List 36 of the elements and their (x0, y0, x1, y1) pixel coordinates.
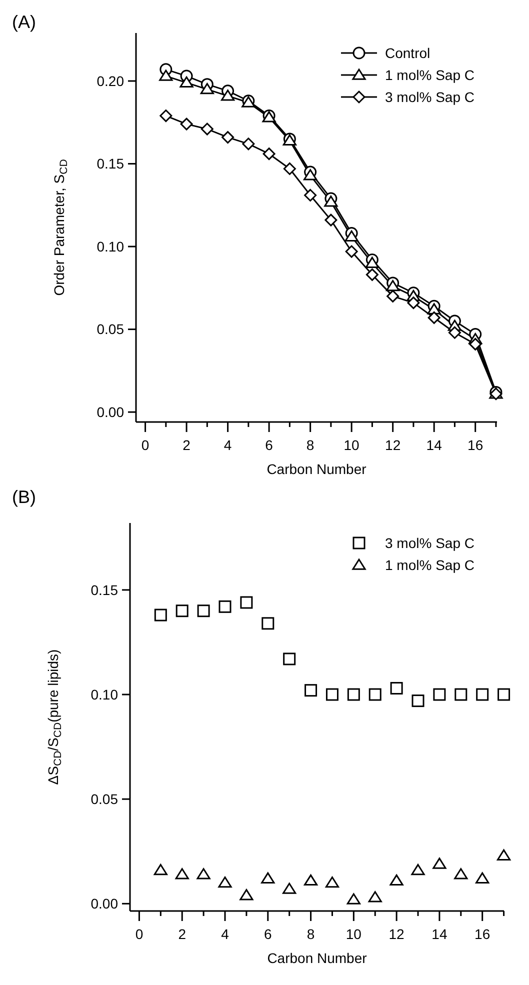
x-tick-label: 6 (264, 926, 272, 942)
x-axis-title: Carbon Number (267, 950, 368, 966)
y-tick-label: 0.10 (90, 686, 118, 702)
y-tick-label: 0.15 (90, 582, 118, 598)
x-tick-label: 12 (388, 926, 405, 942)
legend-label: 3 mol% Sap C (385, 534, 474, 551)
y-tick-label: 0.15 (96, 156, 124, 172)
x-tick-label: 0 (135, 926, 144, 942)
x-tick-label: 2 (182, 437, 191, 453)
y-tick-label: 0.10 (96, 238, 124, 254)
y-tick-label: 0.20 (96, 72, 124, 89)
x-tick-label: 14 (426, 437, 442, 453)
legend-label: 1 mol% Sap C (385, 66, 474, 83)
legend-label: 3 mol% Sap C (385, 88, 474, 105)
x-tick-label: 4 (224, 437, 232, 453)
x-tick-label: 2 (178, 926, 186, 942)
y-tick-label: 0.00 (96, 404, 124, 420)
x-tick-label: 10 (346, 926, 362, 942)
legend-label: 1 mol% Sap C (385, 556, 474, 573)
x-tick-label: 12 (385, 437, 401, 453)
x-tick-label: 0 (141, 437, 150, 453)
x-tick-label: 8 (306, 437, 314, 453)
x-tick-label: 14 (432, 926, 448, 942)
x-tick-label: 4 (221, 926, 230, 942)
x-tick-label: 16 (474, 926, 490, 942)
legend-label: Control (385, 44, 430, 61)
x-axis-title: Carbon Number (266, 461, 367, 477)
y-tick-label: 0.05 (90, 790, 118, 807)
y-tick-label: 0.00 (90, 896, 118, 912)
x-tick-label: 8 (306, 926, 315, 942)
chart-title: (A) (12, 12, 36, 32)
x-tick-label: 6 (265, 437, 274, 453)
x-tick-label: 10 (344, 437, 360, 453)
chart-title: (B) (12, 487, 36, 507)
y-tick-label: 0.05 (96, 321, 124, 338)
x-tick-label: 16 (468, 437, 484, 453)
